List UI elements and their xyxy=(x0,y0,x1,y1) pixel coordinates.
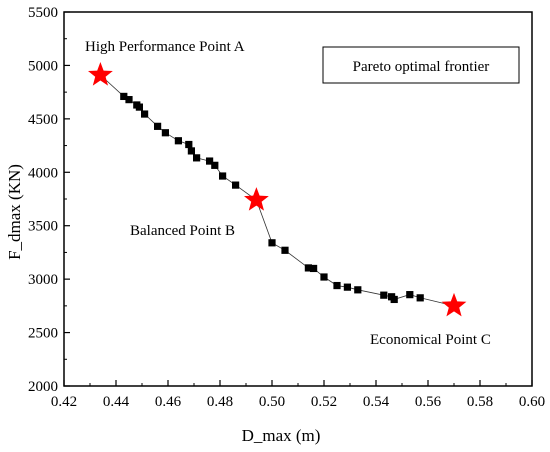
x-tick-label: 0.48 xyxy=(207,394,233,410)
x-tick-label: 0.54 xyxy=(363,394,390,410)
x-tick-label: 0.60 xyxy=(519,394,545,410)
x-tick-label: 0.46 xyxy=(155,394,182,410)
y-tick-label: 5000 xyxy=(28,58,58,74)
data-point xyxy=(343,283,351,291)
data-point xyxy=(416,294,424,302)
data-point xyxy=(125,96,133,104)
data-point xyxy=(174,137,182,145)
annotation-layer: High Performance Point A Balanced Point B… xyxy=(85,39,491,348)
y-tick-label: 5500 xyxy=(28,5,58,21)
series-layer xyxy=(96,71,458,310)
data-point xyxy=(333,281,341,290)
data-point xyxy=(268,239,276,247)
x-tick-label: 0.52 xyxy=(311,394,337,410)
data-point xyxy=(390,295,398,304)
data-point xyxy=(281,246,289,254)
data-point xyxy=(154,122,162,130)
y-tick-label: 2000 xyxy=(28,379,58,395)
y-axis-label: F_dmax (KN) xyxy=(5,164,24,260)
data-point xyxy=(354,286,362,294)
x-tick-label: 0.50 xyxy=(259,394,285,410)
data-point xyxy=(135,103,143,111)
point-annotation: High Performance Point A xyxy=(85,39,245,55)
axes-group: 0.42 0.44 0.46 0.48 0.50 0.52 0.54 0.56 0.58 0.60… xyxy=(28,5,545,410)
point-annotation: Balanced Point B xyxy=(130,223,235,239)
y-tick-label: 2500 xyxy=(28,326,58,342)
data-point xyxy=(219,172,227,180)
x-tick-label: 0.44 xyxy=(103,394,130,410)
legend: Pareto optimal frontier xyxy=(322,46,520,84)
x-tick-label: 0.56 xyxy=(415,394,442,410)
data-point xyxy=(320,273,328,281)
data-point xyxy=(380,291,388,299)
legend-label: Pareto optimal frontier xyxy=(353,59,490,75)
highlight-star xyxy=(88,62,113,86)
data-point xyxy=(304,264,312,272)
x-tick-label: 0.42 xyxy=(51,394,77,410)
data-point xyxy=(185,140,193,149)
data-point xyxy=(141,110,149,118)
legend-box xyxy=(322,46,520,84)
point-annotation: Economical Point C xyxy=(370,332,491,348)
data-point xyxy=(232,181,240,189)
y-tick-label: 3000 xyxy=(28,272,58,288)
x-axis-label: D_max (m) xyxy=(242,426,321,445)
data-point xyxy=(310,264,318,273)
data-point xyxy=(406,291,414,299)
highlight-star xyxy=(441,292,467,317)
y-tick-label: 4500 xyxy=(28,112,58,128)
data-point xyxy=(193,154,201,162)
y-tick-label: 4000 xyxy=(28,165,58,181)
highlight-layer xyxy=(88,62,467,317)
data-point xyxy=(161,129,169,137)
data-point xyxy=(211,161,219,169)
highlight-star xyxy=(244,187,269,211)
data-point xyxy=(120,92,128,101)
data-point xyxy=(187,147,195,155)
x-tick-label: 0.58 xyxy=(467,394,493,410)
y-tick-label: 3500 xyxy=(28,219,58,235)
data-point xyxy=(206,157,214,165)
